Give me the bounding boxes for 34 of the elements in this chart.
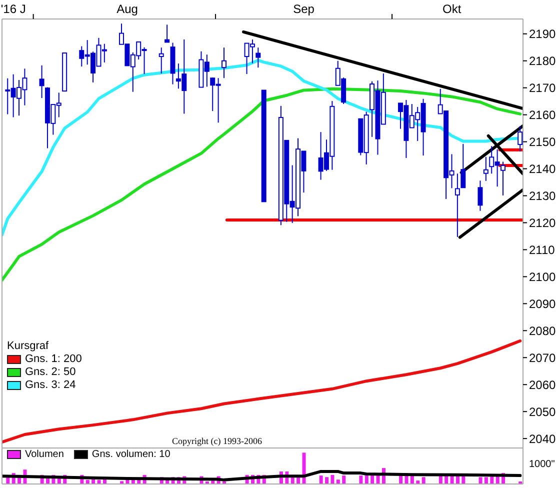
bar (364, 476, 368, 484)
bar (484, 477, 488, 484)
legend-label: Volumen (25, 449, 64, 460)
bar (120, 481, 124, 484)
y-tick-label: 2150 (529, 135, 556, 150)
bar (478, 477, 482, 484)
y-tick-label: 2060 (529, 378, 556, 392)
bar (319, 476, 323, 484)
bar (330, 474, 334, 484)
bar (422, 477, 426, 484)
y-tick-label: 2180 (529, 54, 556, 68)
y-tick-label: 2090 (529, 296, 556, 311)
y-tick-label: 2170 (529, 81, 556, 96)
y-tick-label: 2040 (529, 432, 556, 446)
bar (342, 476, 346, 484)
y-tick-label: 2130 (529, 188, 556, 203)
legend-label: Gns. volumen: 10 (92, 449, 170, 460)
bar (325, 477, 329, 484)
y-tick-label: 2070 (529, 350, 556, 365)
y-tick-label: 2190 (529, 27, 556, 42)
candlestick (478, 180, 483, 212)
y-tick-label: 2050 (529, 404, 556, 419)
y-tick-label: 2080 (529, 324, 556, 338)
candlestick (483, 156, 488, 182)
candlestick (460, 143, 466, 188)
y-tick-label: 2120 (529, 216, 556, 230)
bar (336, 480, 340, 484)
bar (359, 476, 363, 484)
text: 1000" (529, 459, 555, 470)
y-tick-label: 2110 (529, 242, 556, 257)
y-tick-label: 2140 (529, 162, 556, 176)
y-tick-label: 2160 (529, 108, 556, 122)
y-tick-label: 2100 (529, 270, 556, 284)
candlestick (518, 126, 523, 152)
